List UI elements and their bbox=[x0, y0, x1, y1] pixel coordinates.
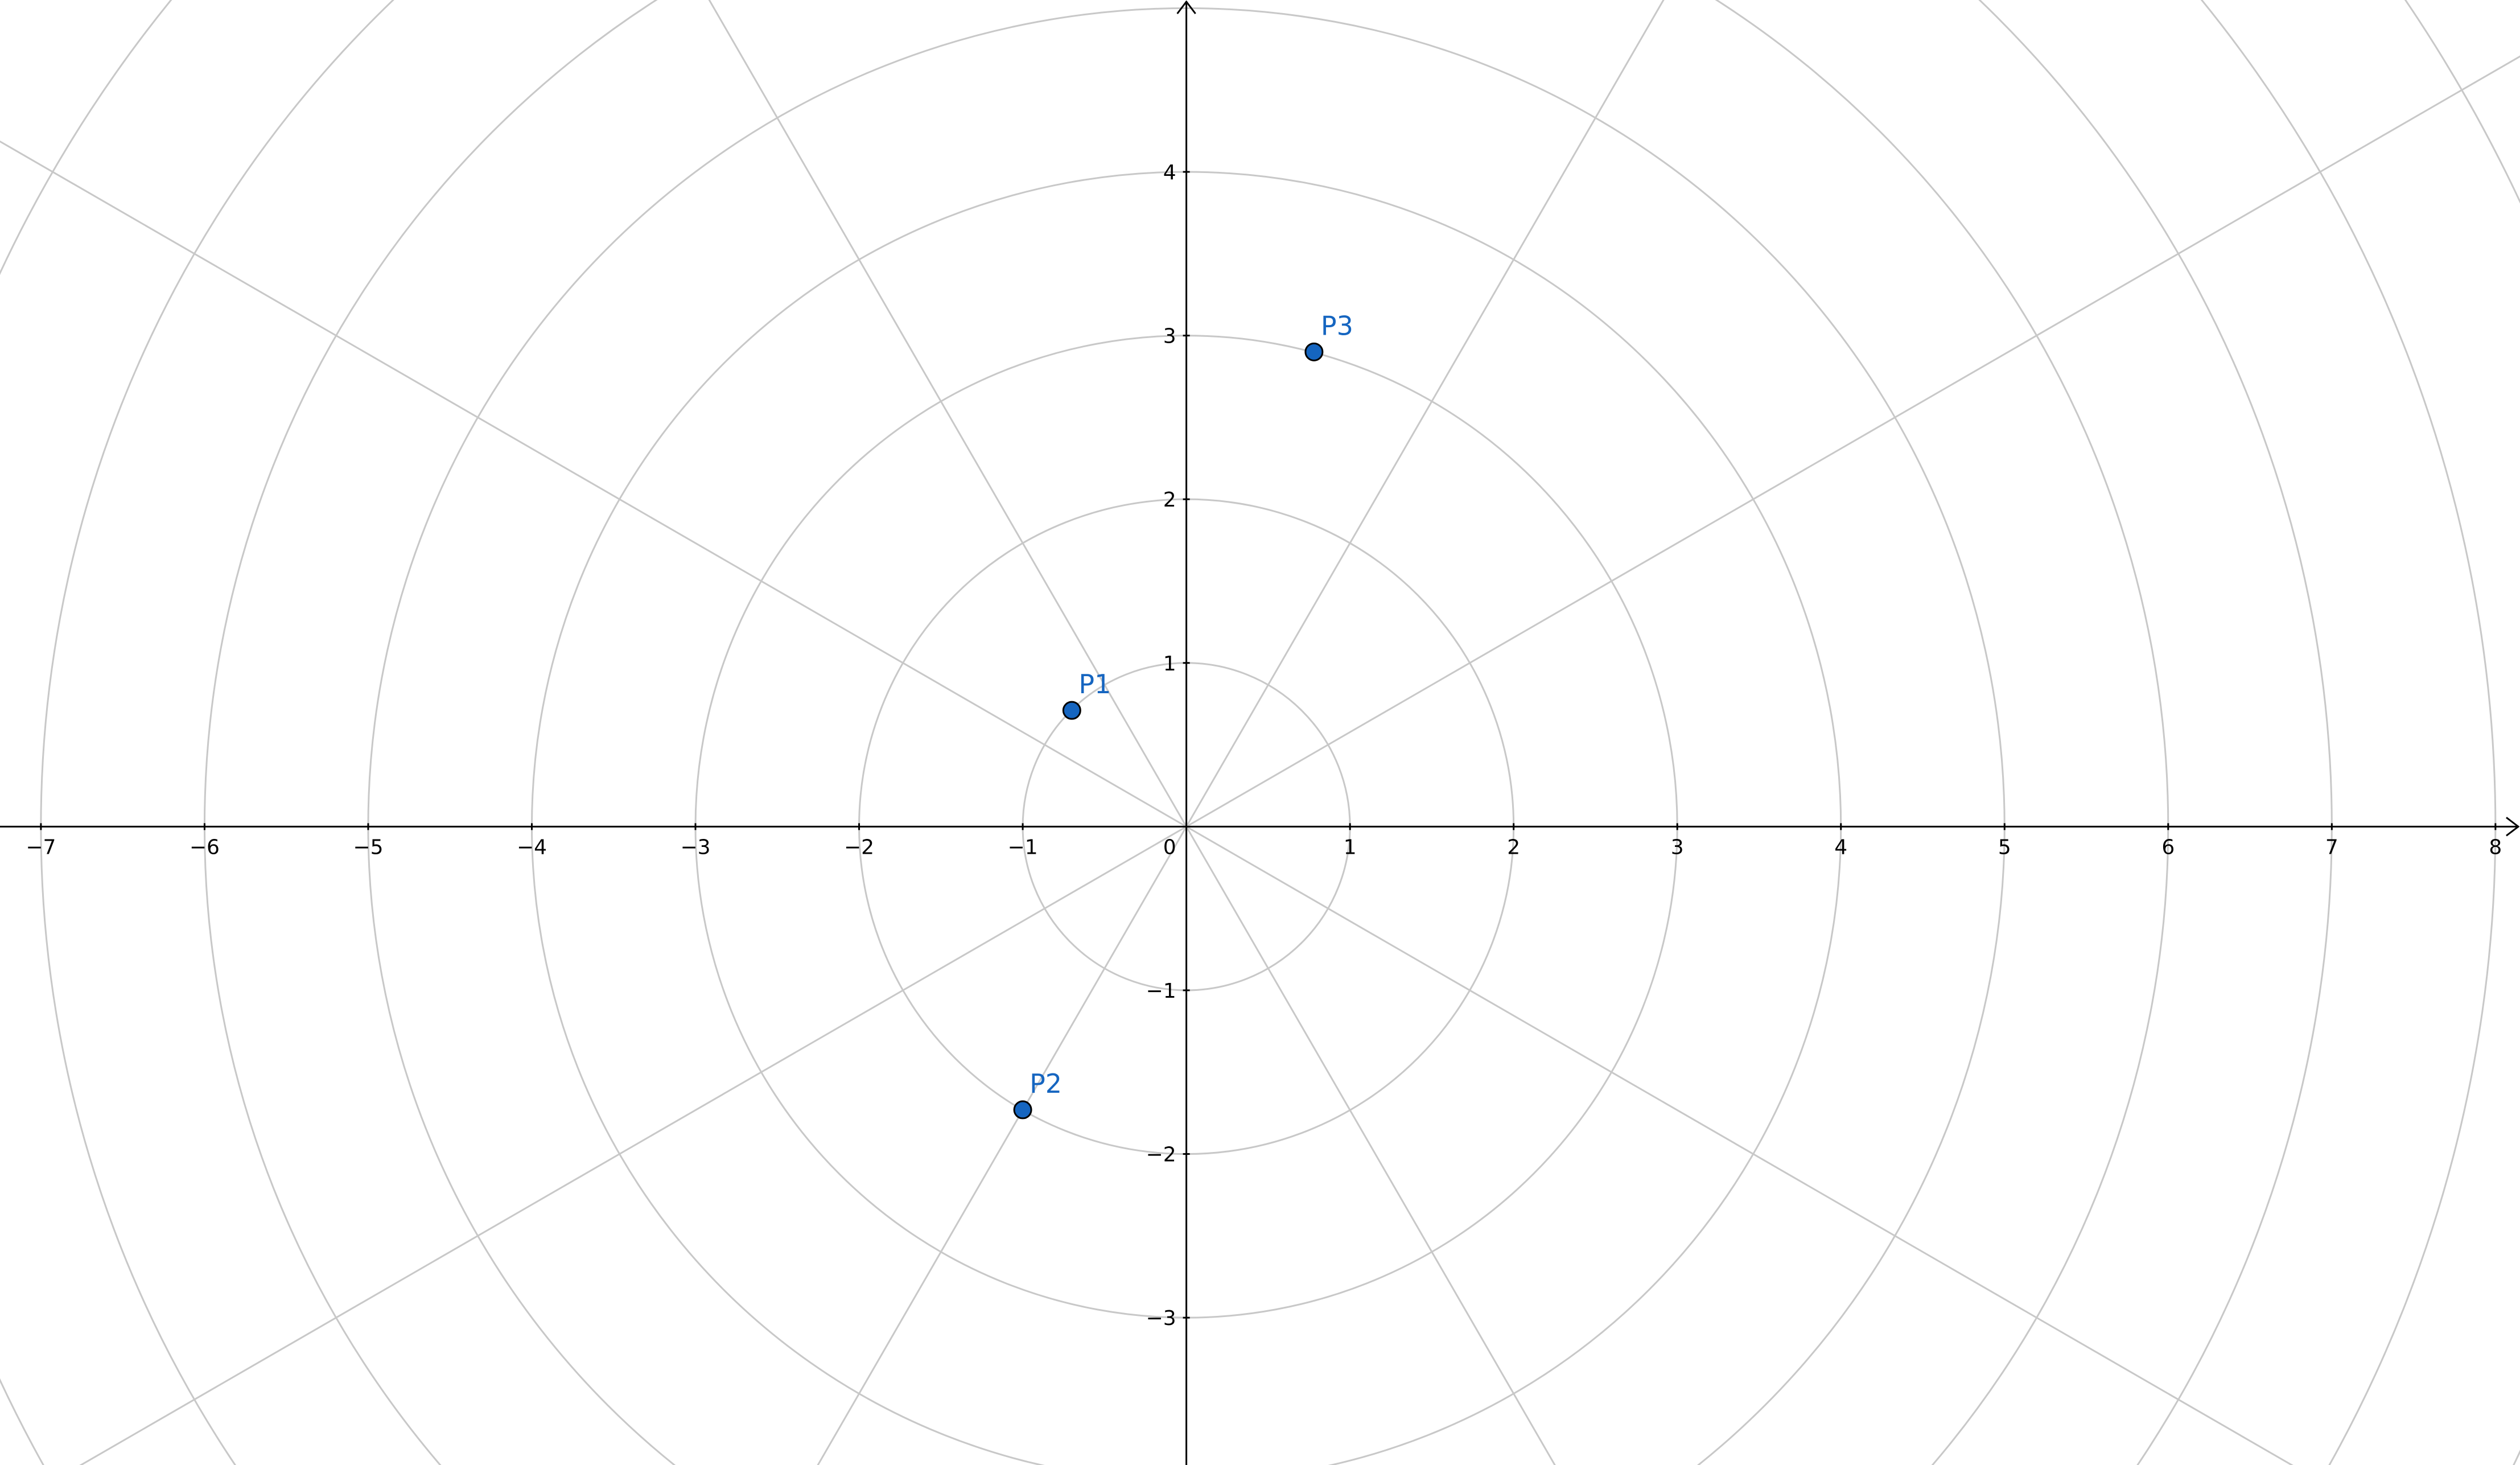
grid-ray-30deg bbox=[1185, 55, 2520, 828]
x-tick-label: 7 bbox=[2325, 836, 2338, 859]
point-label-p1: P1 bbox=[1078, 669, 1111, 699]
x-tick-label: −6 bbox=[190, 836, 220, 859]
y-tick-label: −2 bbox=[1146, 1143, 1176, 1167]
origin-label: 0 bbox=[1163, 836, 1176, 859]
points: P1 P2 P3 bbox=[1013, 310, 1353, 1120]
x-axis-arrow bbox=[2506, 817, 2520, 837]
grid-ray-120deg bbox=[708, 0, 1187, 828]
x-tick-label: 3 bbox=[1671, 836, 1684, 859]
grid-ray-300deg bbox=[1185, 826, 1556, 1465]
x-tick-label: −4 bbox=[517, 836, 547, 859]
grid-ray-240deg bbox=[817, 826, 1187, 1465]
y-axis-arrow bbox=[1176, 0, 1196, 14]
x-tick-label: −7 bbox=[26, 836, 56, 859]
grid-ray-60deg bbox=[1185, 0, 1665, 828]
grid-ray-210deg bbox=[79, 826, 1187, 1465]
grid-ray-330deg bbox=[1185, 826, 2293, 1465]
x-tick-label: 5 bbox=[1998, 836, 2011, 859]
point-p1[interactable] bbox=[1062, 701, 1081, 720]
x-tick-label: −3 bbox=[680, 836, 710, 859]
y-tick-label: 3 bbox=[1163, 325, 1176, 348]
x-tick-label: 6 bbox=[2161, 836, 2175, 859]
x-tick-label: 2 bbox=[1507, 836, 1520, 859]
tick-labels: −7 −6 −5 −4 −3 −2 −1 1 2 3 4 5 6 7 8 −3 −2 −1 1 2 3 4 0 bbox=[26, 161, 2502, 1330]
x-tick-label: 4 bbox=[1834, 836, 1847, 859]
x-tick-label: 1 bbox=[1344, 836, 1357, 859]
y-tick-label: 2 bbox=[1163, 488, 1176, 512]
point-label-p2: P2 bbox=[1030, 1068, 1062, 1099]
x-tick-label: −1 bbox=[1008, 836, 1038, 859]
y-tick-label: −1 bbox=[1146, 980, 1176, 1003]
x-tick-label: −2 bbox=[844, 836, 874, 859]
point-p2[interactable] bbox=[1013, 1100, 1032, 1120]
y-tick-label: 4 bbox=[1163, 161, 1176, 184]
x-tick-label: 8 bbox=[2489, 836, 2502, 859]
y-tick-label: 1 bbox=[1163, 652, 1176, 676]
x-tick-label: −5 bbox=[353, 836, 383, 859]
point-p3[interactable] bbox=[1304, 342, 1324, 361]
point-label-p3: P3 bbox=[1321, 310, 1353, 341]
grid-ray-150deg bbox=[0, 140, 1187, 828]
y-tick-label: −3 bbox=[1146, 1307, 1176, 1330]
